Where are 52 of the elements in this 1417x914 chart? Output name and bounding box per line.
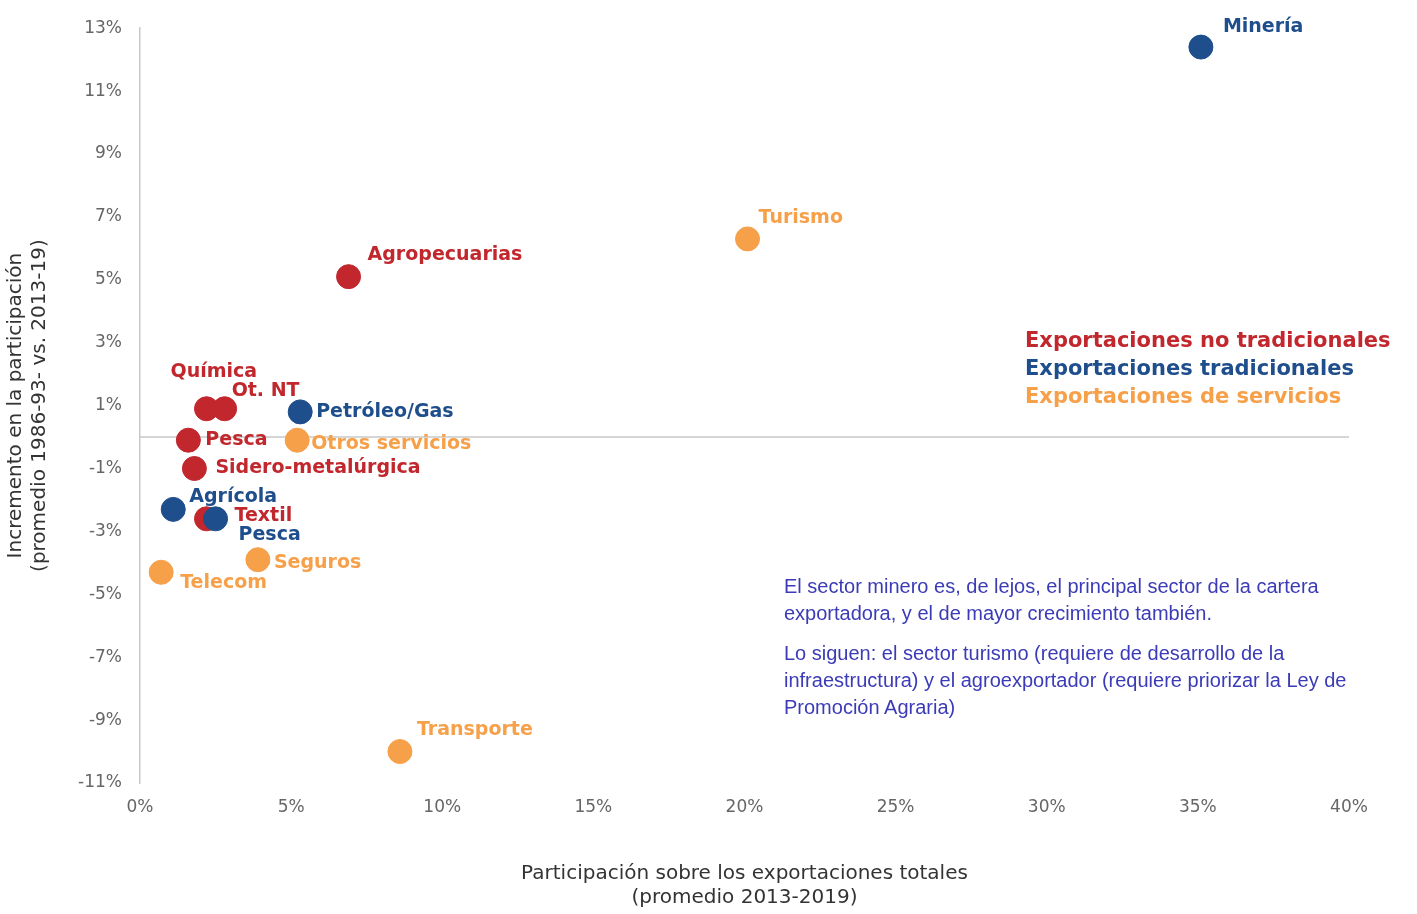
x-tick-label: 40%: [1330, 795, 1368, 816]
y-tick-label: 1%: [95, 394, 122, 415]
y-tick-label: 13%: [84, 16, 122, 37]
annotation: Sidero-metalúrgica: [215, 455, 421, 478]
annotation: Telecom: [180, 570, 267, 593]
x-tick-label: 5%: [277, 795, 305, 816]
point: [160, 496, 186, 522]
annotation: Lo siguen: el sector turismo (requiere de desarrollo de la infraestructura) y el agroexportador (requiere priorizar la Ley de Promoción Agraria): [784, 641, 1348, 720]
point: [387, 739, 413, 765]
point: [1188, 34, 1214, 60]
annotation: Transporte: [416, 717, 533, 740]
y-tick-label: 11%: [84, 79, 122, 100]
point: [287, 399, 313, 425]
x-tick-label: 30%: [1027, 795, 1066, 816]
point: [181, 456, 207, 481]
x-tick-label: 15%: [574, 795, 613, 816]
y-tick-label: -7%: [88, 645, 122, 666]
y-tick-label: 7%: [95, 205, 122, 226]
annotation: Petróleo/Gas: [316, 398, 454, 421]
text: Exportaciones no tradicionales: [1025, 327, 1391, 352]
x-tick-label: 25%: [876, 795, 915, 816]
point: [735, 226, 761, 252]
point: [284, 427, 310, 453]
annotation: El sector minero es, de lejos, el principal sector de la cartera exportadora, y el de mayor crecimiento también.: [784, 574, 1320, 626]
x-tick-label: 0%: [126, 795, 154, 816]
x-axis-title: Participación sobre los exportaciones totales (promedio 2013-2019): [521, 860, 968, 909]
point: [212, 396, 238, 422]
y-tick-label: -1%: [88, 456, 122, 477]
annotation: Otros servicios: [311, 431, 472, 454]
point: [203, 506, 229, 532]
y-tick-label: -5%: [88, 582, 122, 603]
y-tick-label: -3%: [88, 519, 122, 540]
y-tick-label: 5%: [95, 268, 122, 289]
y-tick-label: -11%: [78, 771, 122, 792]
point: [148, 559, 174, 585]
y-axis-title: Incremento en la participación (promedio 1986-93- vs. 2013-19): [2, 239, 51, 572]
annotation: Minería: [1222, 14, 1304, 37]
point: [336, 264, 362, 290]
y-tick-label: 9%: [95, 142, 122, 163]
text: Exportaciones tradicionales: [1025, 355, 1354, 380]
annotation: Pesca: [205, 427, 268, 450]
annotation: Seguros: [273, 549, 362, 572]
text: Exportaciones de servicios: [1025, 383, 1342, 408]
y-tick-label: 3%: [95, 331, 122, 352]
annotation: Agropecuarias: [367, 241, 523, 264]
y-tick-label: -9%: [88, 708, 122, 729]
annotation: Turismo: [758, 204, 843, 227]
point: [245, 547, 271, 573]
x-tick-label: 10%: [423, 795, 462, 816]
x-tick-label: 35%: [1178, 795, 1217, 816]
point: [175, 427, 201, 453]
x-tick-label: 20%: [725, 795, 764, 816]
